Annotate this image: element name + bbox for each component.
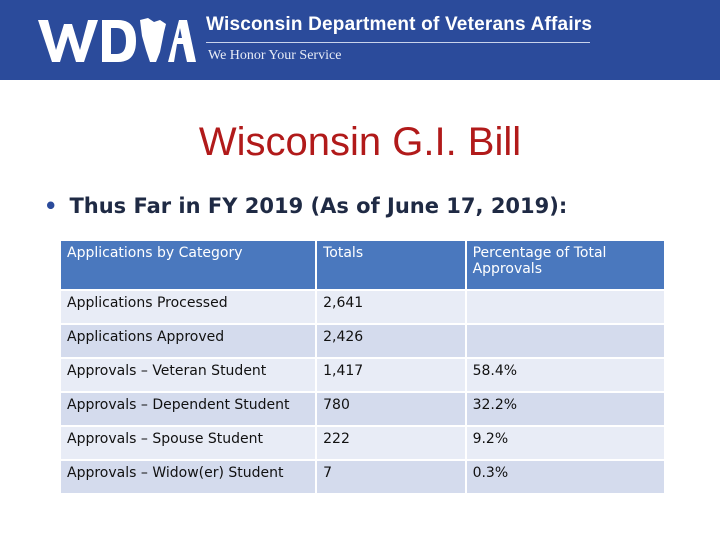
cell-category: Approvals – Spouse Student [58, 425, 318, 461]
tagline: We Honor Your Service [208, 48, 342, 63]
cell-total: 7 [315, 459, 467, 495]
cell-percentage: 0.3% [464, 459, 667, 495]
cell-category: Approvals – Widow(er) Student [58, 459, 318, 495]
applications-table: Applications by Category Totals Percenta… [58, 239, 667, 495]
bullet-icon: • [44, 194, 58, 218]
wdva-logo [38, 18, 196, 62]
header-banner: Wisconsin Department of Veterans Affairs… [0, 0, 720, 80]
cell-category: Applications Processed [58, 289, 318, 325]
cell-total: 1,417 [315, 357, 467, 393]
cell-percentage [464, 323, 667, 359]
cell-total: 222 [315, 425, 467, 461]
table-row: Applications Approved 2,426 [58, 323, 667, 359]
table-header-row: Applications by Category Totals Percenta… [58, 239, 667, 291]
header-totals: Totals [315, 239, 467, 291]
header-category: Applications by Category [58, 239, 318, 291]
cell-total: 2,641 [315, 289, 467, 325]
table-row: Applications Processed 2,641 [58, 289, 667, 325]
cell-percentage: 32.2% [464, 391, 667, 427]
header-divider [206, 42, 590, 43]
table-row: Approvals – Veteran Student 1,417 58.4% [58, 357, 667, 393]
bullet-text: Thus Far in FY 2019 (As of June 17, 2019… [69, 194, 568, 218]
header-percentage: Percentage of Total Approvals [464, 239, 667, 291]
cell-category: Approvals – Dependent Student [58, 391, 318, 427]
table-row: Approvals – Dependent Student 780 32.2% [58, 391, 667, 427]
cell-total: 780 [315, 391, 467, 427]
page-title: Wisconsin G.I. Bill [198, 120, 522, 164]
cell-percentage: 58.4% [464, 357, 667, 393]
cell-percentage: 9.2% [464, 425, 667, 461]
cell-total: 2,426 [315, 323, 467, 359]
table-row: Approvals – Spouse Student 222 9.2% [58, 425, 667, 461]
bullet-point: • Thus Far in FY 2019 (As of June 17, 201… [44, 194, 567, 218]
table-row: Approvals – Widow(er) Student 7 0.3% [58, 459, 667, 495]
cell-percentage [464, 289, 667, 325]
org-name: Wisconsin Department of Veterans Affairs [206, 14, 593, 35]
cell-category: Approvals – Veteran Student [58, 357, 318, 393]
cell-category: Applications Approved [58, 323, 318, 359]
